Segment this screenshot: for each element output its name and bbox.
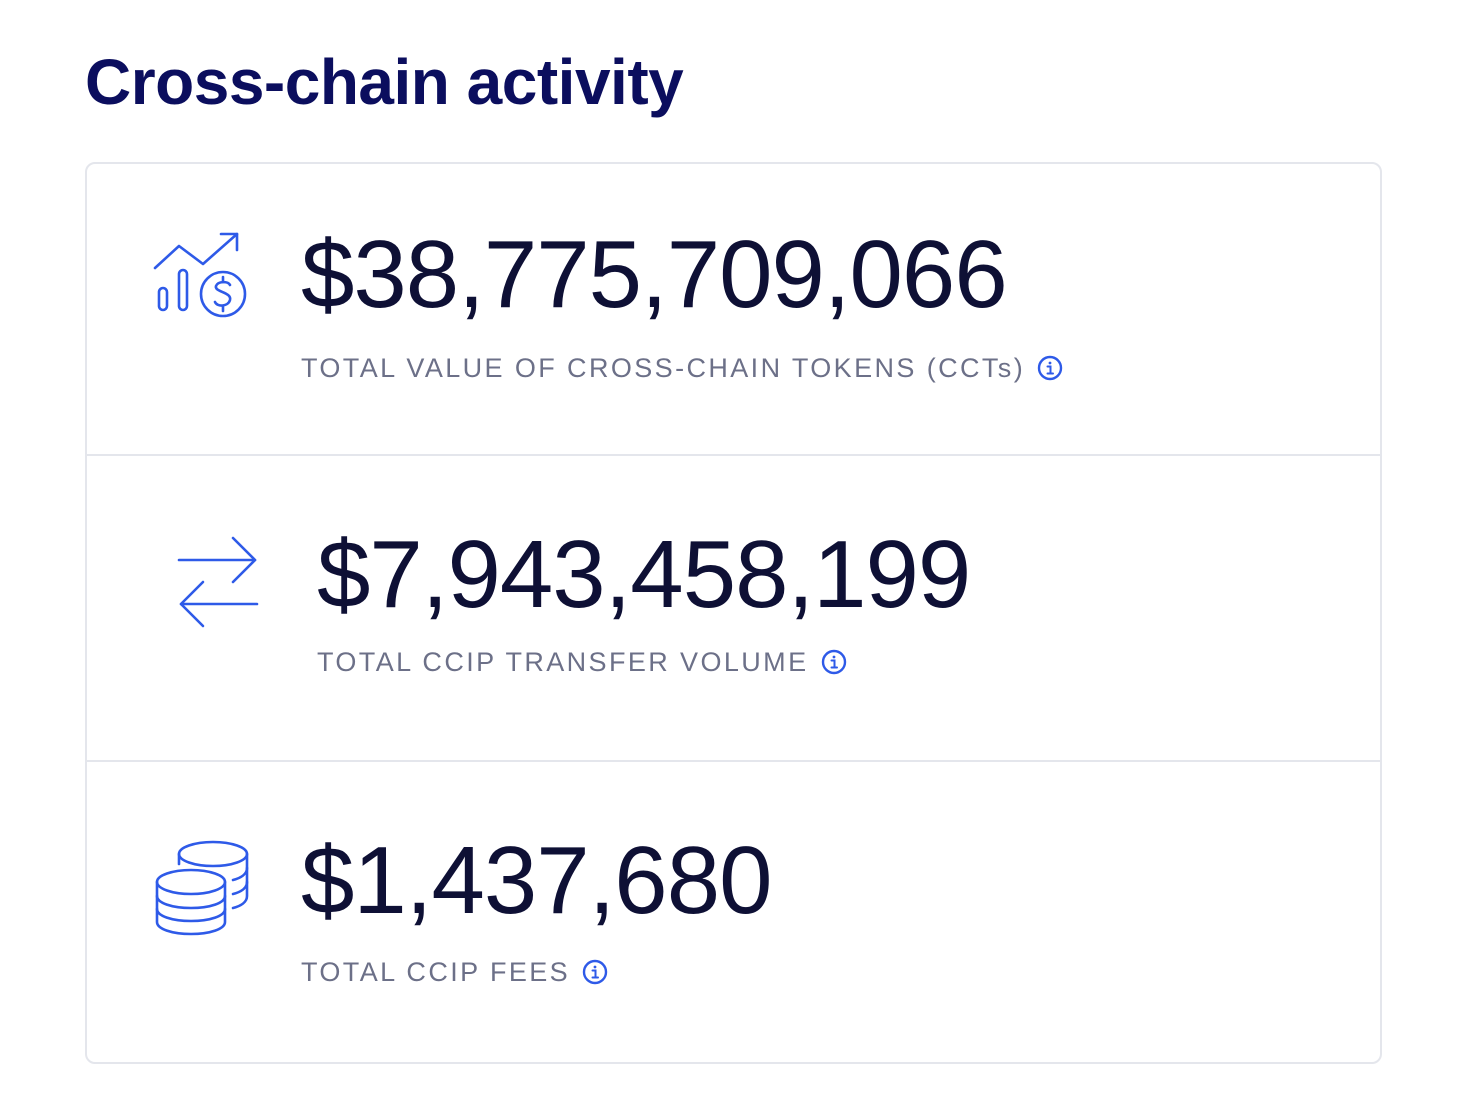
metric-value: $1,437,680 — [301, 827, 772, 934]
metric-label-row: TOTAL CCIP TRANSFER VOLUME — [317, 646, 847, 678]
cross-chain-activity-card: $38,775,709,066 TOTAL VALUE OF CROSS-CHA… — [85, 162, 1382, 1064]
metric-transfer-volume: $7,943,458,199 TOTAL CCIP TRANSFER VOLUM… — [87, 454, 1380, 762]
metric-label-row: TOTAL CCIP FEES — [301, 956, 608, 988]
page-title: Cross-chain activity — [85, 46, 684, 118]
metric-label: TOTAL VALUE OF CROSS-CHAIN TOKENS (CCTs) — [301, 353, 1026, 383]
chart-growth-dollar-icon — [153, 232, 247, 318]
info-icon[interactable] — [582, 959, 608, 985]
info-icon[interactable] — [1037, 355, 1063, 381]
metric-value: $38,775,709,066 — [301, 221, 1008, 328]
info-icon[interactable] — [821, 649, 847, 675]
transfer-arrows-icon — [177, 536, 259, 628]
metric-total-fees: $1,437,680 TOTAL CCIP FEES — [87, 760, 1380, 1064]
metric-label: TOTAL CCIP FEES — [301, 957, 571, 987]
coin-stack-icon — [155, 840, 249, 936]
metric-value: $7,943,458,199 — [317, 521, 971, 628]
metric-label: TOTAL CCIP TRANSFER VOLUME — [317, 647, 809, 677]
metric-total-value-cct: $38,775,709,066 TOTAL VALUE OF CROSS-CHA… — [87, 164, 1380, 456]
metric-label-row: TOTAL VALUE OF CROSS-CHAIN TOKENS (CCTs) — [301, 352, 1063, 384]
